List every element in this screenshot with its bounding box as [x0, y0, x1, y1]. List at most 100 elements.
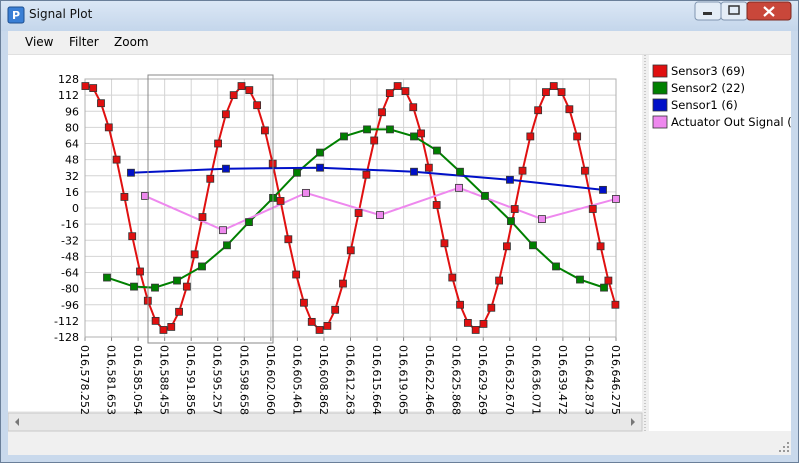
maximize-button[interactable]	[720, 1, 748, 21]
data-point	[276, 197, 285, 205]
data-point	[409, 103, 418, 112]
data-point	[300, 298, 308, 307]
legend-panel	[649, 55, 791, 431]
data-point	[120, 193, 129, 201]
title-bar: P Signal Plot	[1, 1, 798, 31]
y-tick-label: 48	[65, 154, 79, 167]
data-point	[151, 316, 160, 325]
x-tick-label: 016,578.252	[78, 345, 91, 415]
data-point	[198, 213, 207, 221]
svg-text:P: P	[12, 9, 20, 22]
data-point	[136, 267, 144, 276]
data-point	[340, 132, 348, 141]
data-point	[307, 317, 316, 326]
menu-item[interactable]: Zoom	[114, 35, 149, 49]
y-tick-label: -128	[54, 331, 79, 344]
data-point	[253, 101, 262, 110]
close-button[interactable]	[746, 1, 792, 21]
x-tick-label: 016,629.269	[476, 345, 489, 415]
data-point	[222, 164, 230, 173]
legend-label: Sensor1 (6)	[671, 98, 738, 112]
x-tick-label: 016,595.257	[211, 345, 224, 415]
data-point	[221, 110, 230, 119]
data-point	[455, 183, 463, 192]
data-point	[557, 88, 566, 97]
y-tick-label: 16	[65, 186, 79, 199]
legend-label: Actuator Out Signal (7)	[671, 115, 791, 129]
x-tick-label: 016,636.071	[529, 345, 542, 415]
window-title: Signal Plot	[29, 7, 93, 21]
x-tick-label: 016,619.065	[397, 345, 410, 415]
x-tick-label: 016,602.060	[264, 345, 277, 415]
data-point	[206, 174, 215, 183]
data-point	[261, 126, 269, 135]
data-point	[223, 241, 231, 250]
y-tick-label: 0	[72, 202, 79, 215]
y-tick-label: -16	[61, 218, 79, 231]
y-tick-label: 80	[65, 121, 79, 134]
data-point	[612, 195, 620, 203]
y-tick-label: -112	[54, 315, 79, 328]
data-point	[576, 275, 584, 284]
data-point	[339, 279, 347, 288]
size-grip	[779, 442, 789, 452]
data-point	[549, 82, 558, 90]
data-point	[363, 125, 371, 134]
data-point	[190, 250, 199, 259]
legend-label: Sensor3 (69)	[671, 64, 745, 78]
data-point	[316, 163, 324, 172]
legend-label: Sensor2 (22)	[671, 81, 745, 95]
data-point	[130, 282, 138, 291]
data-point	[487, 303, 496, 312]
minimize-button[interactable]	[694, 1, 722, 21]
data-point	[448, 273, 457, 282]
data-point	[510, 205, 519, 213]
data-point	[526, 132, 535, 141]
selection-box	[147, 74, 274, 344]
legend-swatch	[652, 81, 668, 95]
data-point	[245, 218, 253, 227]
data-point	[588, 205, 597, 213]
data-point	[173, 276, 181, 285]
data-point	[302, 188, 310, 197]
data-point	[463, 318, 472, 327]
data-point	[198, 262, 206, 271]
data-point	[410, 132, 418, 141]
y-tick-label: -48	[61, 250, 79, 263]
menu-item[interactable]: View	[25, 35, 54, 49]
data-point	[81, 82, 90, 90]
data-point	[354, 209, 363, 217]
x-tick-label: 016,605.461	[290, 345, 303, 415]
data-point	[393, 82, 402, 90]
data-point	[471, 326, 480, 334]
data-point	[237, 82, 246, 90]
x-tick-label: 016,639.472	[556, 345, 569, 415]
menu-bar: View Filter Zoom	[8, 31, 791, 55]
x-tick-label: 016,598.658	[237, 345, 250, 415]
data-point	[611, 300, 620, 309]
menu-item[interactable]: Filter	[69, 35, 99, 49]
series-line	[106, 128, 605, 289]
data-point	[128, 232, 137, 241]
data-point	[538, 215, 546, 223]
data-point	[479, 319, 488, 328]
x-tick-label: 016,615.664	[370, 345, 383, 415]
h-scrollbar[interactable]	[8, 412, 643, 432]
x-tick-label: 016,581.653	[105, 345, 118, 415]
data-point	[370, 136, 379, 145]
y-tick-label: 96	[65, 105, 79, 118]
data-point	[104, 123, 113, 132]
x-tick-label: 016,632.670	[503, 345, 516, 415]
data-point	[410, 167, 418, 176]
data-point	[503, 242, 511, 251]
data-point	[245, 86, 254, 94]
data-point	[182, 282, 191, 291]
data-point	[346, 246, 355, 255]
legend-swatch	[652, 64, 668, 78]
data-point	[596, 242, 605, 251]
data-point	[159, 326, 168, 334]
data-point	[97, 99, 105, 108]
series-line	[130, 166, 604, 191]
data-point	[507, 217, 515, 226]
legend-swatch	[652, 115, 668, 129]
